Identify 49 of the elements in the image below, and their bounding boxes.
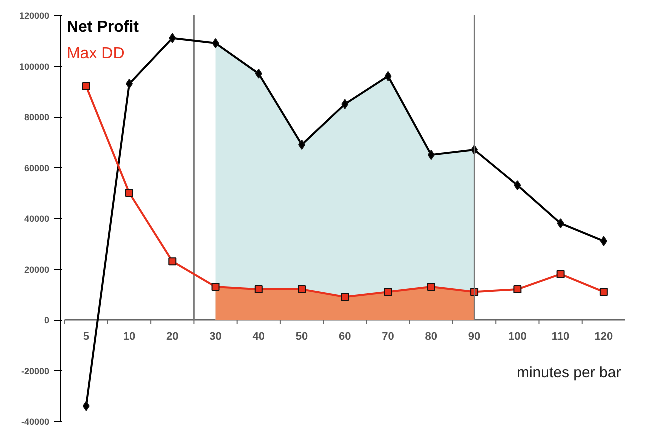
y-tick-label: 80000 (24, 112, 50, 122)
point (126, 79, 134, 90)
x-tick-label: 70 (382, 331, 394, 344)
point (254, 286, 263, 294)
point (298, 140, 306, 150)
point (126, 189, 134, 198)
point (557, 218, 564, 229)
x-tick-label: 80 (425, 331, 438, 344)
point (384, 288, 392, 296)
x-tick-label: 20 (166, 331, 179, 344)
series-label: Net Profit (66, 19, 140, 36)
x-tick-label: 90 (468, 331, 481, 344)
point (212, 283, 220, 292)
point (212, 38, 220, 48)
x-tick-label: 60 (339, 331, 352, 344)
y-tick-label: 0 (44, 316, 50, 326)
y-tick-label: 100000 (19, 62, 50, 72)
y-tick-label: -40000 (21, 417, 50, 427)
x-tick-label: 10 (123, 331, 136, 344)
point (298, 286, 306, 294)
point (168, 258, 177, 266)
y-tick-label: 20000 (24, 264, 50, 275)
point (169, 33, 176, 44)
series-label: Max DD (66, 46, 125, 63)
y-tick-label: -20000 (21, 366, 50, 376)
y-tick-label: 60000 (24, 163, 50, 174)
point (514, 180, 522, 191)
point (427, 283, 436, 292)
point (600, 288, 608, 296)
point (428, 150, 435, 160)
x-tick-label: 30 (210, 331, 222, 344)
x-axis-title: minutes per bar (516, 364, 622, 382)
x-tick-label: 120 (594, 331, 614, 344)
point (600, 236, 608, 246)
x-tick-label: 110 (552, 331, 570, 344)
x-tick-label: 40 (252, 331, 266, 344)
point (556, 270, 565, 278)
point (342, 99, 349, 110)
point (82, 401, 90, 412)
x-tick-label: 100 (508, 331, 527, 344)
x-tick-label: 5 (83, 331, 90, 344)
point (82, 82, 90, 91)
point (341, 293, 350, 302)
x-tick-label: 50 (296, 331, 308, 344)
point (514, 286, 522, 294)
y-tick-label: 40000 (24, 214, 50, 224)
y-tick-label: 120000 (19, 11, 50, 21)
point (384, 71, 392, 82)
point (255, 68, 262, 79)
